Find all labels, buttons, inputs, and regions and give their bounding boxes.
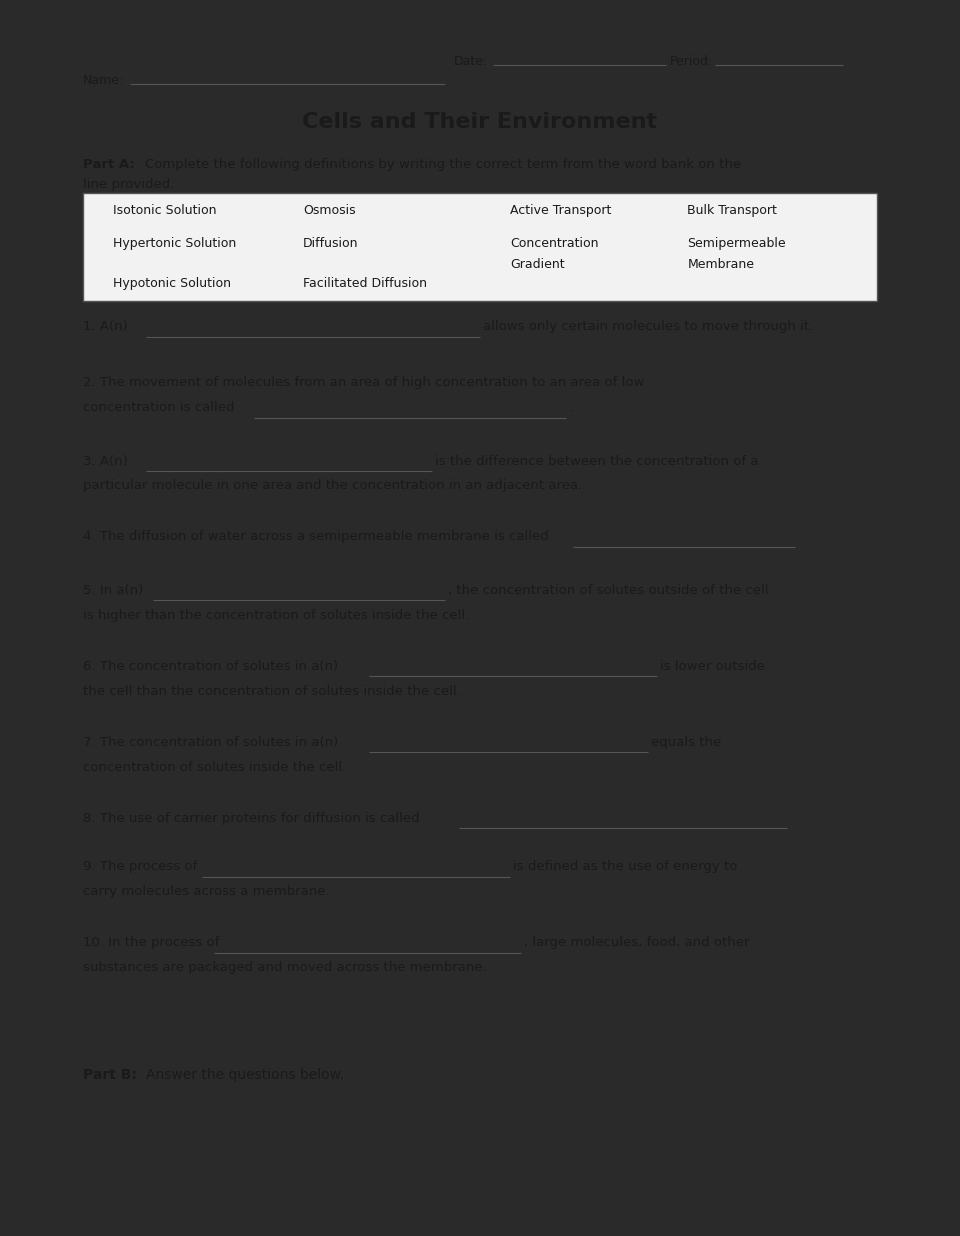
Text: 3. A(n): 3. A(n) bbox=[83, 455, 132, 467]
Text: , large molecules, food, and other: , large molecules, food, and other bbox=[524, 936, 750, 949]
Text: Isotonic Solution: Isotonic Solution bbox=[113, 204, 216, 218]
Text: 5. In a(n): 5. In a(n) bbox=[83, 583, 147, 597]
Text: .: . bbox=[798, 530, 802, 544]
Text: allows only certain molecules to move through it.: allows only certain molecules to move th… bbox=[483, 320, 813, 334]
Text: .: . bbox=[569, 402, 573, 414]
Text: Date:: Date: bbox=[454, 54, 489, 68]
Text: 7. The concentration of solutes in a(n): 7. The concentration of solutes in a(n) bbox=[83, 735, 342, 749]
Text: the cell than the concentration of solutes inside the cell.: the cell than the concentration of solut… bbox=[83, 685, 460, 697]
Text: Membrane: Membrane bbox=[687, 257, 755, 271]
Text: Part B:: Part B: bbox=[83, 1068, 136, 1082]
Text: 10. In the process of: 10. In the process of bbox=[83, 936, 223, 949]
Text: 4. The diffusion of water across a semipermeable membrane is called: 4. The diffusion of water across a semip… bbox=[83, 530, 553, 544]
Text: 8. The use of carrier proteins for diffusion is called: 8. The use of carrier proteins for diffu… bbox=[83, 812, 423, 824]
Text: Period:: Period: bbox=[670, 54, 713, 68]
Text: 9. The process of: 9. The process of bbox=[83, 860, 201, 874]
Text: Facilitated Diffusion: Facilitated Diffusion bbox=[303, 277, 427, 289]
Text: Concentration: Concentration bbox=[511, 237, 599, 251]
Text: Bulk Transport: Bulk Transport bbox=[687, 204, 778, 218]
Text: Diffusion: Diffusion bbox=[303, 237, 358, 251]
Text: Semipermeable: Semipermeable bbox=[687, 237, 786, 251]
Text: 1. A(n): 1. A(n) bbox=[83, 320, 132, 334]
Text: substances are packaged and moved across the membrane.: substances are packaged and moved across… bbox=[83, 962, 487, 974]
Text: equals the: equals the bbox=[651, 735, 721, 749]
Text: Osmosis: Osmosis bbox=[303, 204, 355, 218]
Text: concentration of solutes inside the cell.: concentration of solutes inside the cell… bbox=[83, 760, 346, 774]
Text: is the difference between the concentration of a: is the difference between the concentrat… bbox=[435, 455, 758, 467]
Text: is lower outside: is lower outside bbox=[660, 660, 764, 672]
Text: line provided.: line provided. bbox=[83, 178, 174, 192]
Text: Answer the questions below.: Answer the questions below. bbox=[146, 1068, 344, 1082]
Text: 6. The concentration of solutes in a(n): 6. The concentration of solutes in a(n) bbox=[83, 660, 342, 672]
Text: is higher than the concentration of solutes inside the cell.: is higher than the concentration of solu… bbox=[83, 609, 468, 622]
Text: Hypertonic Solution: Hypertonic Solution bbox=[113, 237, 236, 251]
Text: , the concentration of solutes outside of the cell: , the concentration of solutes outside o… bbox=[448, 583, 769, 597]
Text: Cells and Their Environment: Cells and Their Environment bbox=[302, 111, 658, 131]
FancyBboxPatch shape bbox=[83, 194, 877, 302]
Text: is defined as the use of energy to: is defined as the use of energy to bbox=[513, 860, 737, 874]
Text: Gradient: Gradient bbox=[511, 257, 564, 271]
Text: 2. The movement of molecules from an area of high concentration to an area of lo: 2. The movement of molecules from an are… bbox=[83, 376, 644, 389]
Text: Active Transport: Active Transport bbox=[511, 204, 612, 218]
Text: Name:: Name: bbox=[83, 74, 124, 87]
Text: carry molecules across a membrane.: carry molecules across a membrane. bbox=[83, 885, 329, 899]
Text: Hypotonic Solution: Hypotonic Solution bbox=[113, 277, 230, 289]
Text: particular molecule in one area and the concentration in an adjacent area.: particular molecule in one area and the … bbox=[83, 480, 582, 492]
Text: concentration is called: concentration is called bbox=[83, 402, 238, 414]
Text: Complete the following definitions by writing the correct term from the word ban: Complete the following definitions by wr… bbox=[145, 158, 741, 171]
Text: .: . bbox=[789, 812, 793, 824]
Text: Part A:: Part A: bbox=[83, 158, 134, 171]
